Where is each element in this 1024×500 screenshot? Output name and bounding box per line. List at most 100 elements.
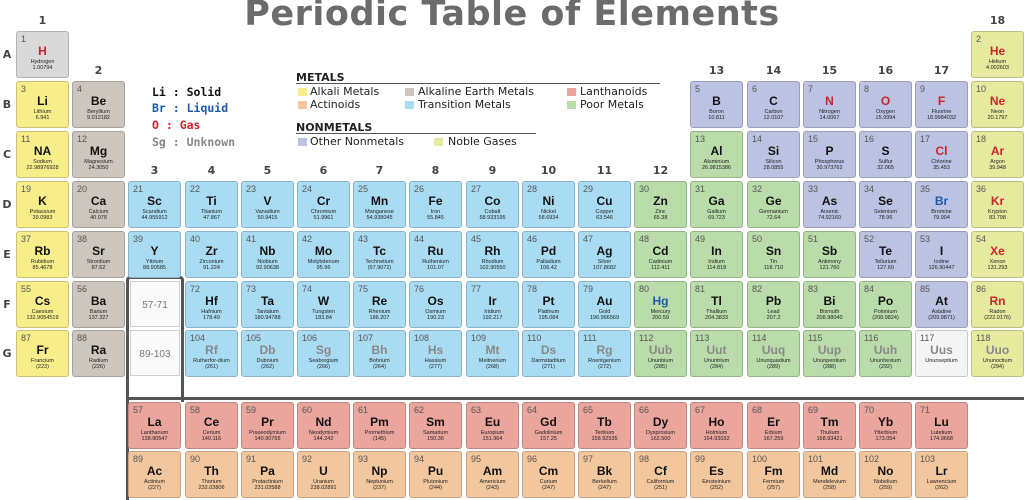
- element-cobalt[interactable]: 27 Co Cobalt 58.933195: [466, 181, 519, 228]
- element-europium[interactable]: 63 Eu Europium 151.964: [466, 402, 519, 449]
- element-mercury[interactable]: 80 Hg Mercury 200.59: [634, 281, 687, 328]
- element-ruthenium[interactable]: 44 Ru Ruthenium 101.07: [409, 231, 462, 278]
- element-dubnium[interactable]: 105 Db Dubnium (262): [241, 330, 294, 377]
- element-helium[interactable]: 2 He Helium 4.002603: [971, 31, 1024, 78]
- element-gallium[interactable]: 31 Ga Gallium 69.723: [690, 181, 743, 228]
- element-copper[interactable]: 29 Cu Copper 63.546: [578, 181, 631, 228]
- element-holmium[interactable]: 67 Ho Holmium 164.93032: [690, 402, 743, 449]
- element-bohrium[interactable]: 107 Bh Bohrium (264): [353, 330, 406, 377]
- element-polonium[interactable]: 84 Po Polonium (208.9824): [859, 281, 912, 328]
- element-magnesium[interactable]: 12 Mg Magnesium 24.3050: [72, 131, 125, 178]
- element-indium[interactable]: 49 In Indium 114.818: [690, 231, 743, 278]
- element-lithium[interactable]: 3 Li Lithium 6.941: [16, 81, 69, 128]
- element-actinium[interactable]: 89 Ac Actinium (227): [128, 451, 181, 498]
- element-calcium[interactable]: 20 Ca Calcium 40.078: [72, 181, 125, 228]
- element-zinc[interactable]: 30 Zn Zinc 65.38: [634, 181, 687, 228]
- element-cadmium[interactable]: 48 Cd Cadmium 112.411: [634, 231, 687, 278]
- element-thallium[interactable]: 81 Tl Thallium 204.3833: [690, 281, 743, 328]
- element-hafnium[interactable]: 72 Hf Hafnium 178.49: [185, 281, 238, 328]
- element-erbium[interactable]: 68 Er Erbium 167.259: [747, 402, 800, 449]
- element-molybdenum[interactable]: 42 Mo Molybdenum 95.96: [297, 231, 350, 278]
- element-roentgenium[interactable]: 111 Rg Roentgenium (272): [578, 330, 631, 377]
- element-dysprosium[interactable]: 66 Dy Dysprosium 162.500: [634, 402, 687, 449]
- element-beryllium[interactable]: 4 Be Beryllium 9.012182: [72, 81, 125, 128]
- element-xenon[interactable]: 54 Xe Xenon 131.293: [971, 231, 1024, 278]
- element-plutonium[interactable]: 94 Pu Plutonium (244): [409, 451, 462, 498]
- element-arsenic[interactable]: 33 As Arsenic 74.92160: [803, 181, 856, 228]
- element-antimony[interactable]: 51 Sb Antimony 121.760: [803, 231, 856, 278]
- element-lawrencium[interactable]: 103 Lr Lawrencium (262): [915, 451, 968, 498]
- element-einsteinium[interactable]: 99 Es Einsteinium (252): [690, 451, 743, 498]
- element-iridium[interactable]: 77 Ir Iridium 192.217: [466, 281, 519, 328]
- element-ununoctium[interactable]: 118 Uuo Ununoctium (294): [971, 330, 1024, 377]
- element-silicon[interactable]: 14 Si Silicon 28.0855: [747, 131, 800, 178]
- element-sodium[interactable]: 11 NA Sodium 22.98976928: [16, 131, 69, 178]
- element-protactinium[interactable]: 91 Pa Protactinium 231.03588: [241, 451, 294, 498]
- element-meitnerium[interactable]: 109 Mt Meitnerium (268): [466, 330, 519, 377]
- element-gold[interactable]: 79 Au Gold 196.966569: [578, 281, 631, 328]
- element-hydrogen[interactable]: 1 H Hydrogen 1.00794: [16, 31, 69, 78]
- element-neptunium[interactable]: 93 Np Neptunium (237): [353, 451, 406, 498]
- element-bismuth[interactable]: 83 Bi Bismuth 208.98040: [803, 281, 856, 328]
- element-darmstadtium[interactable]: 110 Ds Darmstadtium (271): [522, 330, 575, 377]
- element-tellurium[interactable]: 52 Te Tellurium 127.60: [859, 231, 912, 278]
- element-scandium[interactable]: 21 Sc Scandium 44.955912: [128, 181, 181, 228]
- element-neodymium[interactable]: 60 Nd Neodymium 144.242: [297, 402, 350, 449]
- element-nitrogen[interactable]: 7 N Nitrogen 14.0067: [803, 81, 856, 128]
- element-radon[interactable]: 86 Rn Radon (222.0176): [971, 281, 1024, 328]
- element-gadolinium[interactable]: 64 Gd Gadolinium 157.25: [522, 402, 575, 449]
- element-germanium[interactable]: 32 Ge Germanium 72.64: [747, 181, 800, 228]
- element-curium[interactable]: 96 Cm Curium (247): [522, 451, 575, 498]
- element-nickel[interactable]: 28 Ni Nickel 58.6934: [522, 181, 575, 228]
- element-argon[interactable]: 18 Ar Argon 39.948: [971, 131, 1024, 178]
- element-ununhexium[interactable]: 116 Uuh Ununhexium (292): [859, 330, 912, 377]
- element-osmium[interactable]: 76 Os Osmium 190.23: [409, 281, 462, 328]
- element-vanadium[interactable]: 23 V Vanadium 50.9415: [241, 181, 294, 228]
- element-lanthanum[interactable]: 57 La Lanthanum 138.90547: [128, 402, 181, 449]
- element-californium[interactable]: 98 Cf Californium (251): [634, 451, 687, 498]
- element-ununbium[interactable]: 112 Uub Ununbium (285): [634, 330, 687, 377]
- element-yttrium[interactable]: 39 Y Yttrium 88.90585: [128, 231, 181, 278]
- element-tungsten[interactable]: 74 W Tungsten 183.84: [297, 281, 350, 328]
- element-caesium[interactable]: 55 Cs Caesium 132.9054519: [16, 281, 69, 328]
- element-mendelevium[interactable]: 101 Md Mendelevium (258): [803, 451, 856, 498]
- element-technetium[interactable]: 43 Tc Technetium (97.9072): [353, 231, 406, 278]
- element-americium[interactable]: 95 Am Americium (243): [466, 451, 519, 498]
- element-samarium[interactable]: 62 Sm Samarium 150.36: [409, 402, 462, 449]
- element-titanium[interactable]: 22 Ti Titanium 47.867: [185, 181, 238, 228]
- element-fermium[interactable]: 100 Fm Fermium (257): [747, 451, 800, 498]
- element-palladium[interactable]: 46 Pd Palladium 106.42: [522, 231, 575, 278]
- element-ununtrium[interactable]: 113 Uut Ununtrium (284): [690, 330, 743, 377]
- element-phosphorus[interactable]: 15 P Phosphorus 30.973762: [803, 131, 856, 178]
- element-potassium[interactable]: 19 K Potassium 39.0983: [16, 181, 69, 228]
- element-oxygen[interactable]: 8 O Oxygen 15.9994: [859, 81, 912, 128]
- element-neon[interactable]: 10 Ne Neon 20.1797: [971, 81, 1024, 128]
- element-barium[interactable]: 56 Ba Barium 137.327: [72, 281, 125, 328]
- element-aluminium[interactable]: 13 Al Aluminium 26.9815386: [690, 131, 743, 178]
- element-thulium[interactable]: 69 Tm Thulium 168.93421: [803, 402, 856, 449]
- element-promethium[interactable]: 61 Pm Promethium (145): [353, 402, 406, 449]
- element-uranium[interactable]: 92 U Uranium 238.02891: [297, 451, 350, 498]
- element-platinum[interactable]: 78 Pt Platinum 195.084: [522, 281, 575, 328]
- element-lutetium[interactable]: 71 Lu Lutetium 174.9668: [915, 402, 968, 449]
- element-tantalum[interactable]: 73 Ta Tantalum 180.94788: [241, 281, 294, 328]
- element-ytterbium[interactable]: 70 Yb Ytterbium 173.054: [859, 402, 912, 449]
- element-praseodymium[interactable]: 59 Pr Praseodymium 140.90765: [241, 402, 294, 449]
- element-chlorine[interactable]: 17 Cl Chlorine 35.453: [915, 131, 968, 178]
- element-zirconium[interactable]: 40 Zr Zirconium 91.224: [185, 231, 238, 278]
- element-rutherfordium[interactable]: 104 Rf Rutherfor-dium (261): [185, 330, 238, 377]
- element-ununseptium[interactable]: 117 Uus Ununseptium: [915, 330, 968, 377]
- element-niobium[interactable]: 41 Nb Niobium 92.90638: [241, 231, 294, 278]
- element-seaborgium[interactable]: 106 Sg Seaborgium (266): [297, 330, 350, 377]
- element-francium[interactable]: 87 Fr Francium (223): [16, 330, 69, 377]
- element-hassium[interactable]: 108 Hs Hassium (277): [409, 330, 462, 377]
- element-astatine[interactable]: 85 At Astatine (209.9871): [915, 281, 968, 328]
- element-nobelium[interactable]: 102 No Nobelium (259): [859, 451, 912, 498]
- element-silver[interactable]: 47 Ag Silver 107.8682: [578, 231, 631, 278]
- element-lead[interactable]: 82 Pb Lead 207.2: [747, 281, 800, 328]
- element-strontium[interactable]: 38 Sr Strontium 87.62: [72, 231, 125, 278]
- element-terbium[interactable]: 65 Tb Terbium 158.92535: [578, 402, 631, 449]
- element-sulfur[interactable]: 16 S Sulfur 32.065: [859, 131, 912, 178]
- element-iron[interactable]: 26 Fe Iron 55.845: [409, 181, 462, 228]
- element-fluorine[interactable]: 9 F Fluorine 18.9984032: [915, 81, 968, 128]
